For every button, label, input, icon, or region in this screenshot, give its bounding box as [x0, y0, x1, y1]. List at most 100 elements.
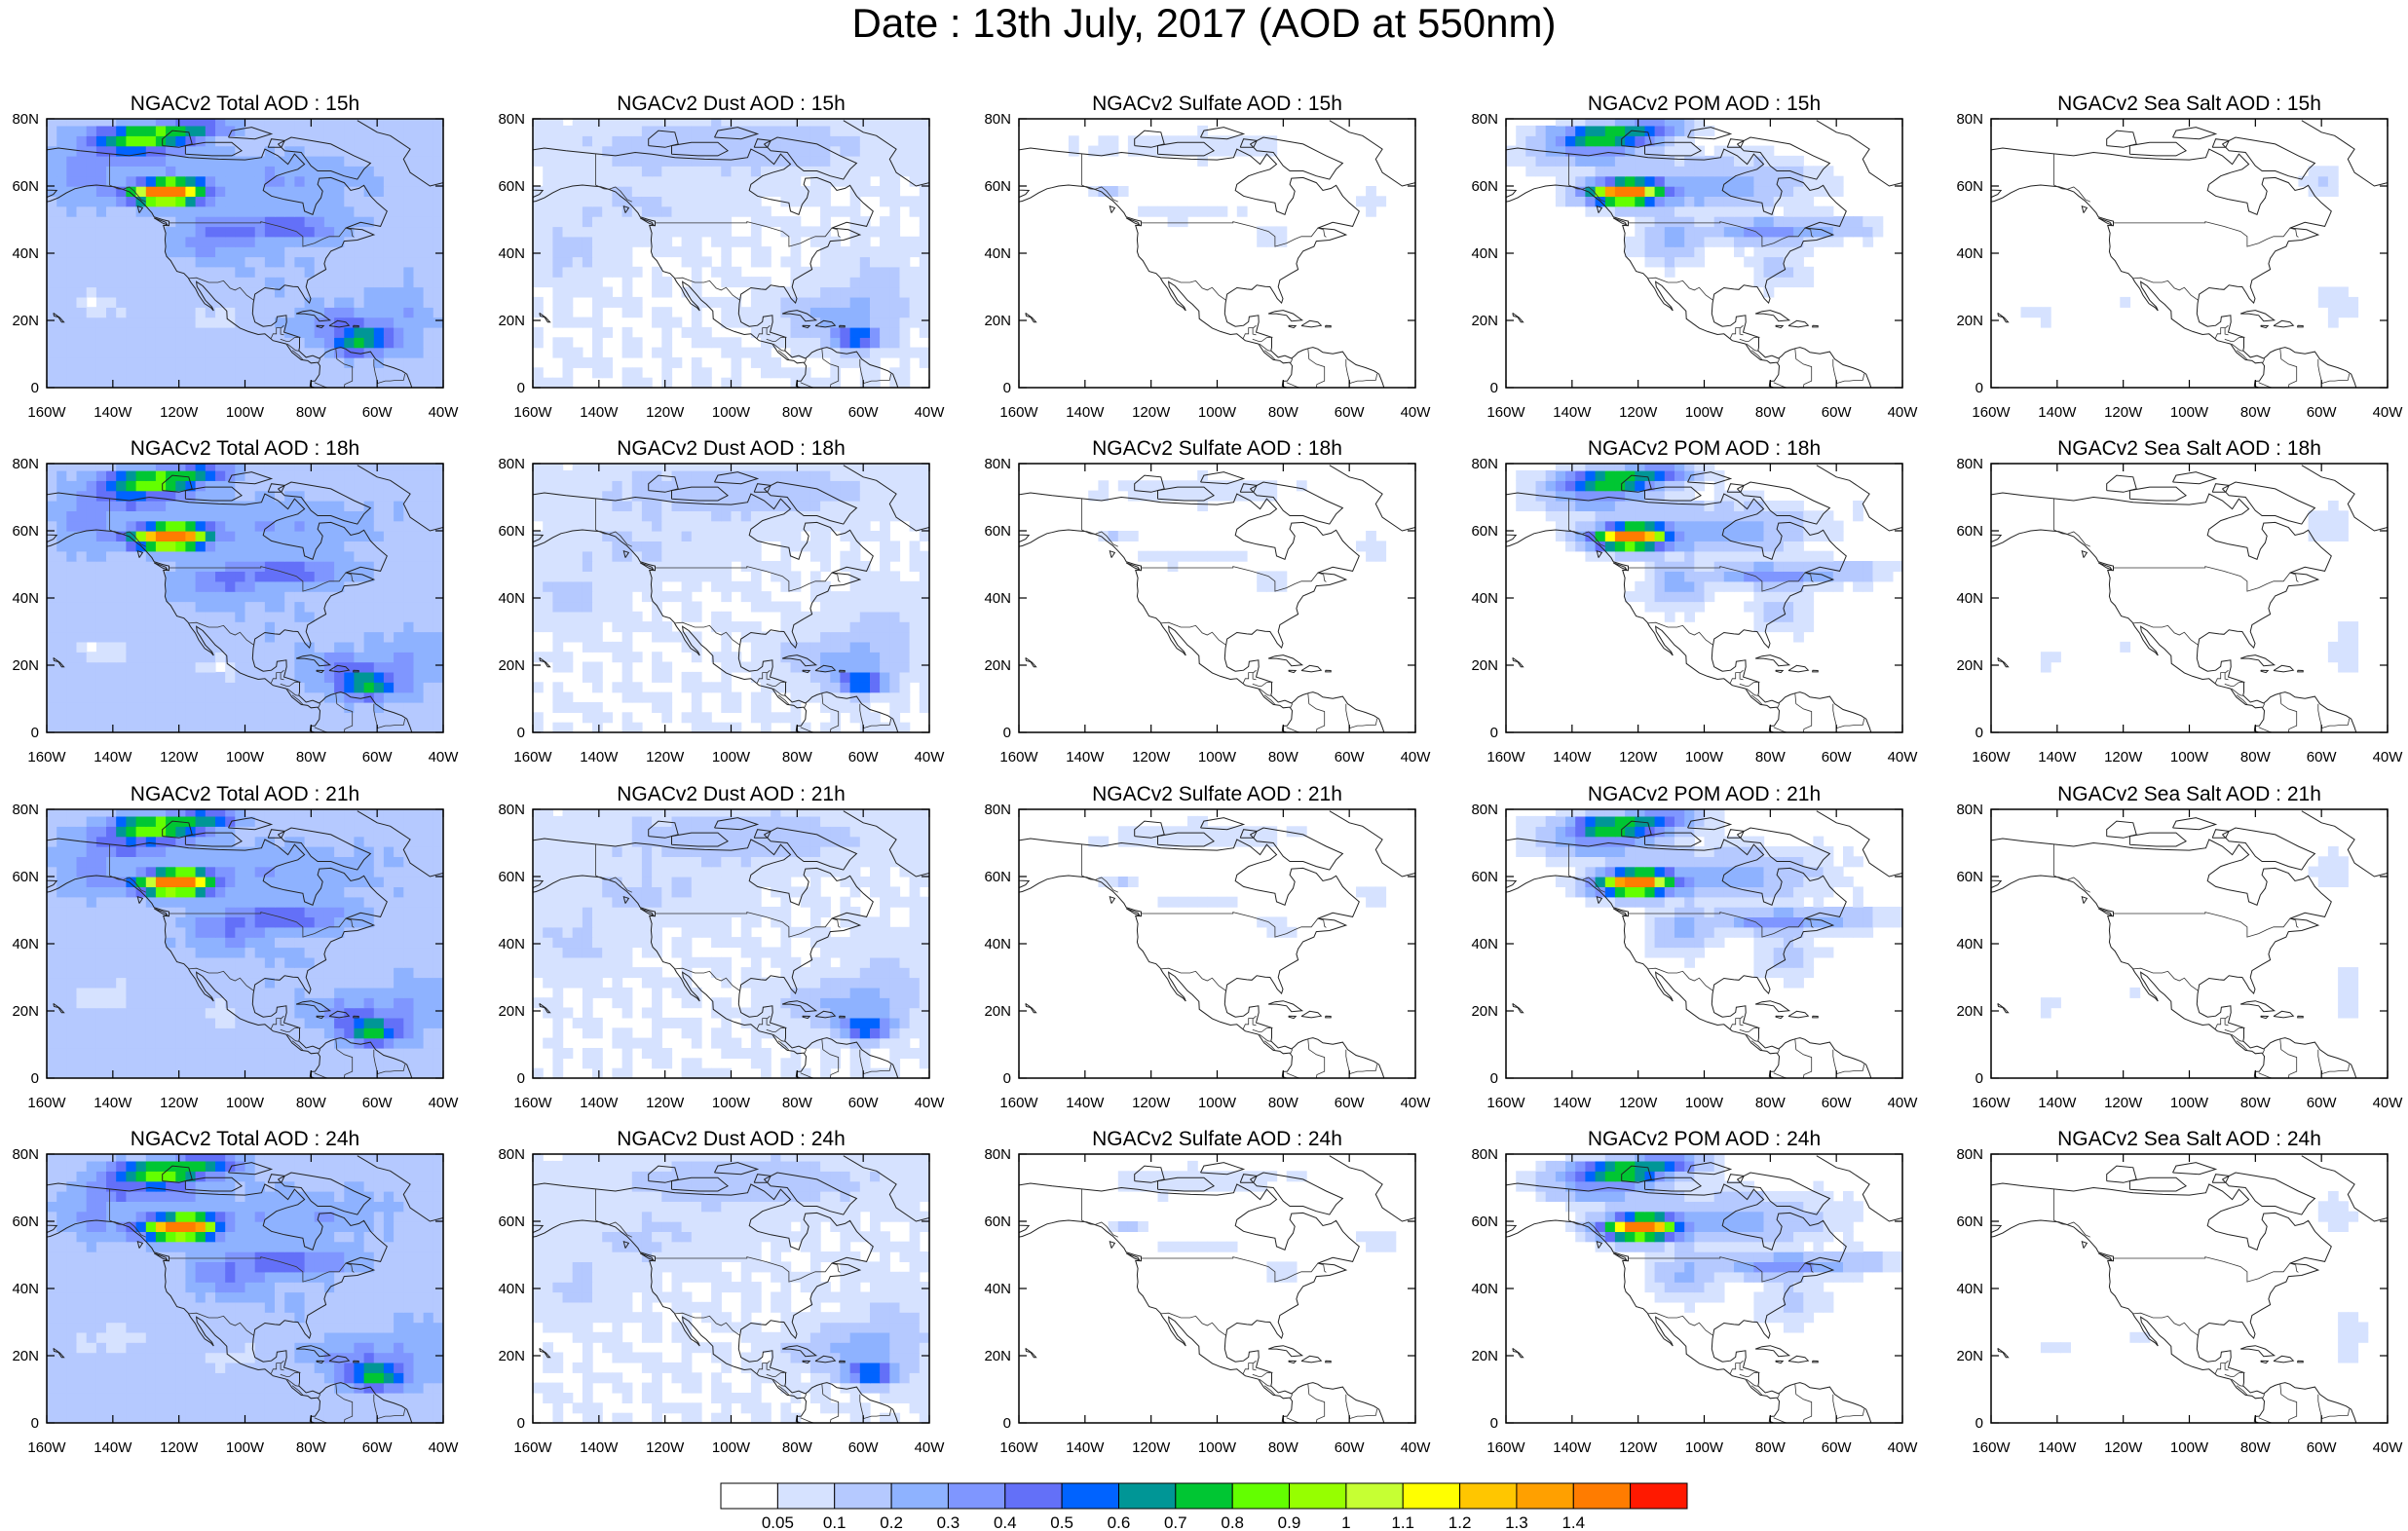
aod-cell [1148, 145, 1159, 157]
aod-cell [235, 307, 246, 318]
aod-cell [859, 601, 871, 613]
aod-cell [800, 480, 811, 492]
aod-cell [1625, 155, 1636, 167]
aod-cell [552, 286, 564, 298]
aod-cell [919, 520, 929, 532]
aod-cell [1674, 236, 1685, 247]
aod-cell [304, 286, 316, 298]
aod-cell [1625, 166, 1636, 177]
aod-cell [254, 236, 266, 247]
aod-cell [394, 286, 404, 298]
aod-cell [56, 125, 67, 136]
aod-cell [433, 702, 443, 713]
aod-cell [889, 186, 901, 197]
coastline [839, 324, 846, 328]
aod-cell [314, 621, 325, 633]
aod-cell [264, 652, 276, 663]
aod-cell [235, 469, 246, 481]
aod-cell [76, 277, 88, 288]
aod-cell [254, 490, 266, 502]
aod-cell [433, 226, 443, 238]
aod-cell [740, 490, 752, 502]
aod-cell [652, 469, 662, 481]
aod-cell [235, 286, 246, 298]
aod-cell [245, 601, 256, 613]
aod-cell [849, 307, 861, 318]
aod-cell [264, 175, 276, 187]
aod-cell [344, 356, 356, 368]
aod-cell [731, 702, 742, 713]
aod-cell [621, 337, 633, 349]
aod-cell [354, 601, 365, 613]
aod-cell [840, 286, 851, 298]
aod-cell [870, 256, 881, 268]
aod-cell [294, 296, 306, 308]
aod-cell [602, 541, 613, 552]
aod-cell [106, 119, 117, 127]
aod-cell [215, 226, 226, 238]
aod-cell [275, 367, 285, 379]
lon-tick-label: 60W [362, 404, 394, 421]
aod-cell [254, 317, 266, 328]
aod-cell [870, 591, 881, 603]
aod-cell [592, 175, 603, 187]
aod-cell [1595, 186, 1606, 197]
aod-cell [790, 652, 802, 663]
aod-cell [681, 550, 693, 562]
aod-cell [621, 226, 633, 238]
aod-cell [1753, 277, 1765, 288]
lon-tick-label: 80W [2240, 404, 2272, 421]
aod-cell [205, 337, 216, 349]
country-border [1160, 621, 1227, 646]
aod-cell [711, 480, 722, 492]
aod-cell [1565, 186, 1576, 197]
aod-cell [264, 307, 276, 318]
aod-cell [919, 682, 929, 693]
aod-cell [413, 661, 425, 673]
aod-cell [304, 490, 316, 502]
aod-cell [899, 326, 911, 338]
aod-cell [363, 367, 375, 379]
aod-cell [135, 145, 147, 157]
aod-cell [284, 119, 295, 127]
aod-cell [1793, 256, 1804, 268]
aod-cell [373, 631, 385, 643]
map-panel: 160W 140W 120W 100W 80W 60W 40W020N40N60N80NNG… [498, 93, 945, 421]
aod-cell [711, 119, 722, 127]
aod-cell [56, 490, 67, 502]
aod-cell [750, 186, 762, 197]
aod-cell [205, 166, 216, 177]
aod-cell [135, 175, 147, 187]
aod-cell [225, 317, 236, 328]
aod-cell [582, 216, 593, 228]
aod-cell [235, 155, 246, 167]
aod-cell [235, 317, 246, 328]
aod-cell [582, 641, 593, 653]
aod-cell [294, 286, 306, 298]
aod-cell [413, 277, 425, 288]
aod-cell [721, 469, 733, 481]
aod-cell [433, 367, 443, 379]
coastline [2273, 319, 2295, 328]
aod-cell [175, 326, 187, 338]
aod-cell [771, 661, 781, 673]
aod-cell [830, 631, 842, 643]
aod-cell [373, 510, 385, 522]
aod-cell [750, 145, 762, 157]
aod-cell [1773, 601, 1785, 613]
lon-tick-label: 40W [2373, 404, 2404, 421]
aod-cell [264, 216, 276, 228]
aod-cell [195, 469, 207, 481]
aod-cell [363, 671, 375, 683]
aod-cell [1783, 246, 1794, 258]
aod-cell [631, 490, 643, 502]
aod-cell [314, 296, 325, 308]
aod-cell [47, 286, 57, 298]
aod-cell [1694, 226, 1706, 238]
aod-cell [592, 531, 603, 541]
aod-cell [155, 601, 167, 613]
coastline [228, 471, 274, 485]
aod-cell [294, 631, 306, 643]
aod-cell [135, 236, 147, 247]
aod-cell [86, 722, 97, 732]
